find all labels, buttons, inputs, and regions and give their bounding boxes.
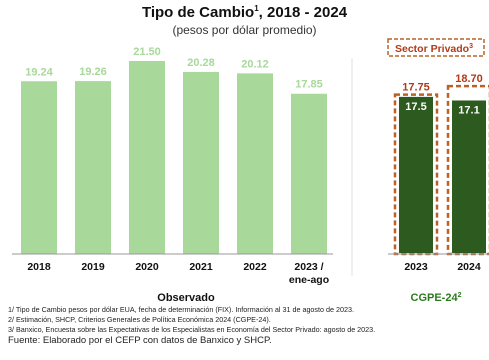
value-label-observado-3: 20.28	[187, 57, 215, 69]
group-label-observado: Observado	[157, 292, 215, 304]
value-label-cgpe-1: 17.1	[458, 104, 479, 116]
bar-cgpe-1	[452, 100, 486, 253]
footnote-3: 3/ Banxico, Encuesta sobre las Expectati…	[8, 325, 376, 334]
chart-subtitle: (pesos por dólar promedio)	[172, 23, 317, 37]
value-label-cgpe-0: 17.5	[405, 101, 426, 113]
x-tick-5: 2023 /	[294, 261, 323, 273]
bar-observado-3	[183, 71, 219, 254]
value-label-observado-2: 21.50	[133, 46, 161, 58]
bar-cgpe-0	[399, 96, 433, 253]
bar-observado-1	[75, 81, 111, 254]
x-tick-6: 2023	[404, 261, 428, 273]
x-tick-5-line2: ene-ago	[289, 274, 329, 286]
bar-sector-privado-0	[393, 93, 439, 256]
bar-observado-5	[291, 93, 327, 254]
group-label-cgpe: CGPE-242	[411, 292, 462, 304]
footnotes: 1/ Tipo de Cambio pesos por dólar EUA, f…	[8, 305, 486, 347]
footnote-1: 1/ Tipo de Cambio pesos por dólar EUA, f…	[8, 305, 354, 314]
value-label-sector-privado-1: 18.70	[455, 73, 483, 85]
x-tick-2: 2020	[135, 261, 159, 273]
value-label-observado-1: 19.26	[79, 66, 107, 78]
footnote-2: 2/ Estimación, SHCP, Criterios Generales…	[8, 315, 271, 324]
legend-sector-privado-label: Sector Privado3	[395, 43, 473, 55]
legend-sector-privado-box	[387, 38, 485, 57]
chart-title: Tipo de Cambio1, 2018 - 2024	[141, 4, 348, 21]
exchange-rate-chart: 19.24 19.26 21.50 20.28 20.12 17.85 17.75 17.5 1…	[12, 38, 489, 304]
value-label-observado-5: 17.85	[295, 79, 323, 91]
source-note: Fuente: Elaborado por el CEFP con datos …	[8, 335, 272, 346]
x-tick-7: 2024	[457, 261, 481, 273]
bar-observado-2	[129, 60, 165, 254]
value-label-observado-4: 20.12	[241, 58, 269, 70]
bar-observado-4	[237, 73, 273, 254]
value-label-observado-0: 19.24	[25, 66, 53, 78]
x-tick-4: 2022	[243, 261, 267, 273]
value-label-sector-privado-0: 17.75	[402, 82, 430, 94]
bar-sector-privado-1	[446, 84, 489, 256]
bar-observado-0	[21, 81, 57, 255]
x-tick-0: 2018	[27, 261, 51, 273]
x-tick-3: 2021	[189, 261, 213, 273]
x-tick-1: 2019	[81, 261, 105, 273]
